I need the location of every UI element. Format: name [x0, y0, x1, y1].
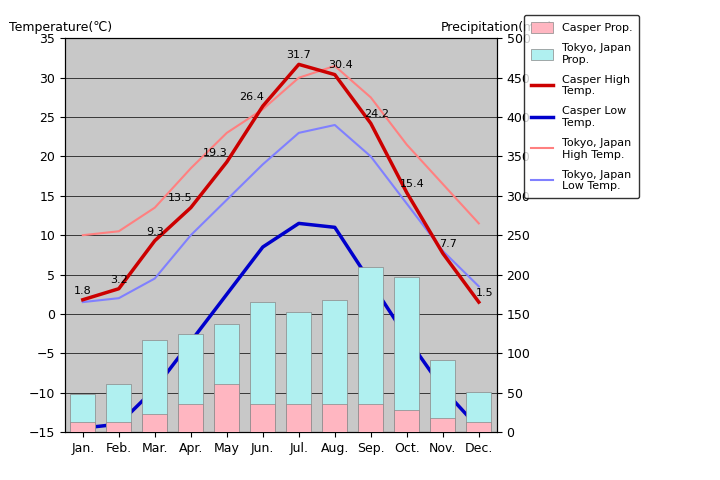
Bar — [467, 392, 491, 432]
Bar — [395, 277, 419, 432]
Bar — [251, 404, 275, 432]
Text: Temperature(℃): Temperature(℃) — [9, 22, 112, 35]
Bar — [430, 360, 455, 432]
Text: Precipitation(mm): Precipitation(mm) — [441, 22, 553, 35]
Bar — [287, 312, 311, 432]
Bar — [142, 340, 167, 432]
Bar — [287, 404, 311, 432]
Bar — [323, 404, 347, 432]
Text: 15.4: 15.4 — [400, 179, 425, 189]
Bar — [359, 404, 383, 432]
Text: 31.7: 31.7 — [287, 50, 311, 60]
Text: 24.2: 24.2 — [364, 109, 389, 119]
Bar — [467, 422, 491, 432]
Bar — [107, 422, 131, 432]
Text: 1.8: 1.8 — [74, 286, 91, 296]
Bar — [251, 302, 275, 432]
Bar — [430, 418, 455, 432]
Text: 1.5: 1.5 — [475, 288, 493, 298]
Bar — [215, 324, 239, 432]
Bar — [323, 300, 347, 432]
Legend: Casper Prop., Tokyo, Japan
Prop., Casper High
Temp., Casper Low
Temp., Tokyo, Ja: Casper Prop., Tokyo, Japan Prop., Casper… — [524, 15, 639, 198]
Text: 9.3: 9.3 — [146, 227, 163, 237]
Bar — [215, 384, 239, 432]
Text: 7.7: 7.7 — [439, 239, 457, 249]
Text: 19.3: 19.3 — [203, 148, 228, 158]
Bar — [395, 410, 419, 432]
Text: 26.4: 26.4 — [239, 92, 264, 102]
Bar — [71, 422, 95, 432]
Bar — [142, 414, 167, 432]
Text: 30.4: 30.4 — [328, 60, 353, 71]
Bar — [359, 267, 383, 432]
Bar — [179, 404, 203, 432]
Text: 13.5: 13.5 — [167, 193, 192, 204]
Bar — [179, 335, 203, 432]
Text: 3.2: 3.2 — [110, 275, 127, 285]
Bar — [107, 384, 131, 432]
Bar — [71, 394, 95, 432]
